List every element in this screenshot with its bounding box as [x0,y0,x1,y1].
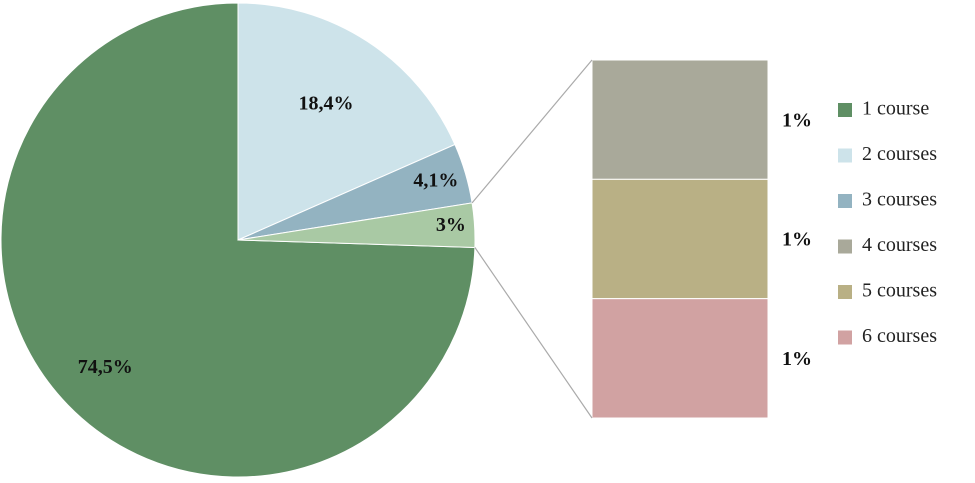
legend-label: 2 courses [862,143,937,165]
connector [474,247,593,419]
data-label: 1% [782,109,812,131]
legend-swatch [838,330,852,345]
data-label: 74,5% [78,356,133,378]
pie-slice [237,202,476,248]
bar-segment [591,178,769,300]
legend-label: 5 courses [862,280,937,302]
legend-swatch [838,148,852,163]
data-label: 4,1% [413,169,458,191]
legend-swatch [838,103,852,117]
legend-swatch [838,194,852,208]
legend-label: 6 courses [862,325,937,347]
legend-label: 3 courses [862,189,937,211]
connector [471,59,593,204]
legend-swatch [838,239,852,254]
bar-segment [591,298,769,419]
pie-slice [237,2,456,241]
data-label: 1% [782,348,812,370]
data-label: 3% [436,214,466,236]
data-label: 1% [782,229,812,251]
legend-label: 4 courses [862,234,937,256]
data-label: 18,4% [299,93,354,115]
legend-swatch [838,285,852,299]
legend-label: 1 course [862,98,929,120]
bar-segment [591,59,769,180]
